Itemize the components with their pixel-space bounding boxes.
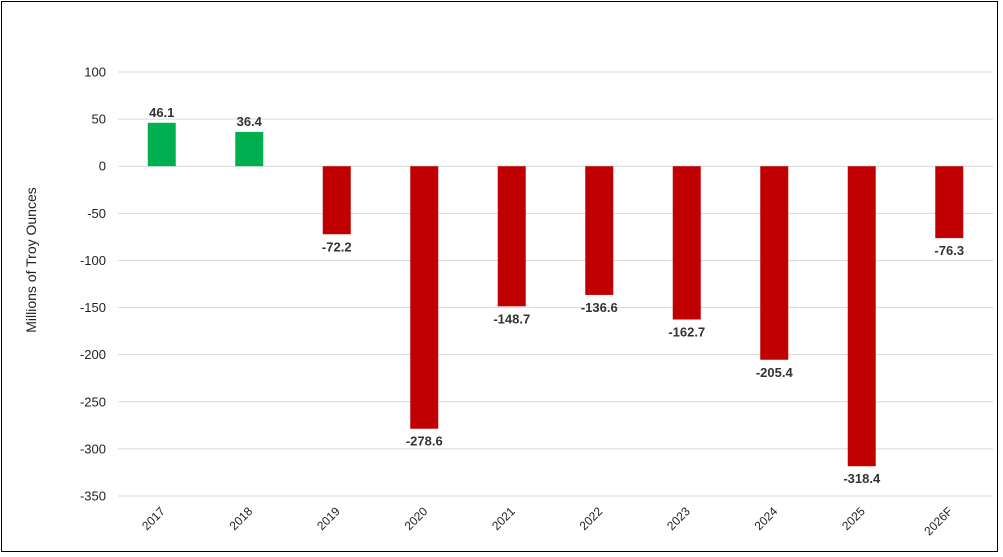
y-tick-label: -50 bbox=[87, 206, 106, 221]
x-tick-label: 2017 bbox=[139, 504, 168, 533]
bar-2019 bbox=[322, 166, 351, 235]
gridlines bbox=[118, 71, 993, 497]
y-tick-label: 50 bbox=[92, 112, 106, 127]
bar-2023 bbox=[672, 166, 701, 320]
bar-2024 bbox=[760, 166, 789, 360]
x-tick-label: 2024 bbox=[752, 504, 781, 533]
data-label-2018: 36.4 bbox=[237, 114, 263, 129]
data-labels: 46.1 36.4 -72.2 -278.6 -148.7 -136.6 -162.7 -20… bbox=[149, 105, 964, 486]
x-axis-ticks: 2017 2018 2019 2020 2021 2022 2023 2024 2025 2026… bbox=[139, 504, 955, 538]
y-tick-label: -300 bbox=[80, 441, 106, 456]
data-label-2017: 46.1 bbox=[149, 105, 174, 120]
bar-2026F bbox=[935, 166, 964, 239]
data-label-2023: -162.7 bbox=[668, 325, 705, 340]
x-tick-label: 2019 bbox=[314, 504, 343, 533]
data-label-2025: -318.4 bbox=[843, 471, 881, 486]
data-label-2019: -72.2 bbox=[322, 239, 352, 254]
y-tick-label: -150 bbox=[80, 300, 106, 315]
y-tick-label: -350 bbox=[80, 489, 106, 504]
data-label-2026F: -76.3 bbox=[934, 243, 964, 258]
y-axis-label: Millions of Troy Ounces bbox=[23, 187, 39, 333]
x-tick-label: 2020 bbox=[402, 504, 431, 533]
data-label-2024: -205.4 bbox=[756, 365, 794, 380]
y-axis-ticks: 100 50 0 -50 -100 -150 -200 -250 -300 -350 bbox=[80, 65, 106, 504]
y-tick-label: -100 bbox=[80, 253, 106, 268]
x-tick-label: 2023 bbox=[664, 504, 693, 533]
bar-2020 bbox=[410, 166, 439, 429]
x-tick-label: 2021 bbox=[489, 504, 518, 533]
y-tick-label: 100 bbox=[84, 65, 106, 80]
bar-2022 bbox=[585, 166, 614, 295]
bar-2025 bbox=[847, 166, 876, 467]
bar-2021 bbox=[497, 166, 526, 307]
data-label-2022: -136.6 bbox=[581, 300, 618, 315]
data-label-2021: -148.7 bbox=[493, 311, 530, 326]
y-tick-label: -200 bbox=[80, 347, 106, 362]
y-tick-label: 0 bbox=[99, 159, 106, 174]
bars bbox=[147, 122, 964, 467]
y-tick-label: -250 bbox=[80, 394, 106, 409]
x-tick-label: 2022 bbox=[577, 504, 606, 533]
data-label-2020: -278.6 bbox=[406, 434, 443, 449]
bar-2017 bbox=[147, 122, 176, 167]
x-tick-label: 2025 bbox=[839, 504, 868, 533]
x-tick-label: 2018 bbox=[227, 504, 256, 533]
bar-2018 bbox=[235, 131, 264, 167]
x-tick-label: 2026F bbox=[921, 504, 955, 538]
